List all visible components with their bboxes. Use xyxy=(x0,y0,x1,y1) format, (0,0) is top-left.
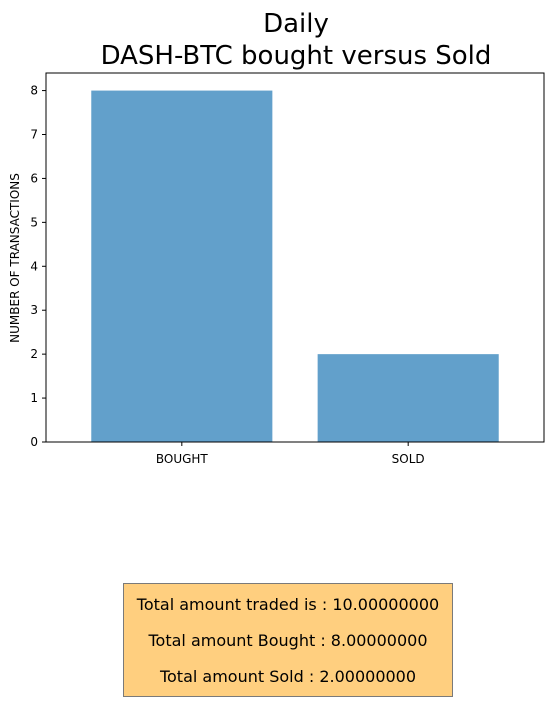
y-tick-label: 2 xyxy=(30,347,38,361)
chart-title-line-2: DASH-BTC bought versus Sold xyxy=(101,41,492,71)
y-tick-label: 4 xyxy=(30,259,38,273)
y-tick-label: 6 xyxy=(30,171,38,185)
chart-title-line-1: Daily xyxy=(263,9,329,39)
plot-frame xyxy=(45,72,545,443)
summary-total-traded: Total amount traded is : 10.00000000 xyxy=(136,594,440,614)
y-tick-label: 0 xyxy=(30,435,38,449)
y-tick-label: 8 xyxy=(30,84,38,98)
summary-total-bought: Total amount Bought : 8.00000000 xyxy=(148,630,428,650)
x-tick-label: SOLD xyxy=(392,452,425,466)
y-tick-label: 3 xyxy=(30,303,38,317)
bar-sold xyxy=(317,354,499,442)
y-tick-label: 1 xyxy=(30,391,38,405)
bar-bought xyxy=(91,90,273,443)
summary-box: Total amount traded is : 10.00000000 Tot… xyxy=(123,583,453,697)
summary-total-sold: Total amount Sold : 2.00000000 xyxy=(159,666,417,686)
plot-area: 0 1 2 3 4 5 6 7 8 BOUGHT SOLD xyxy=(30,72,545,466)
x-tick-label: BOUGHT xyxy=(156,452,209,466)
y-axis-label: NUMBER OF TRANSACTIONS xyxy=(8,173,22,343)
y-tick-label: 5 xyxy=(30,215,38,229)
y-tick-label: 7 xyxy=(30,128,38,142)
